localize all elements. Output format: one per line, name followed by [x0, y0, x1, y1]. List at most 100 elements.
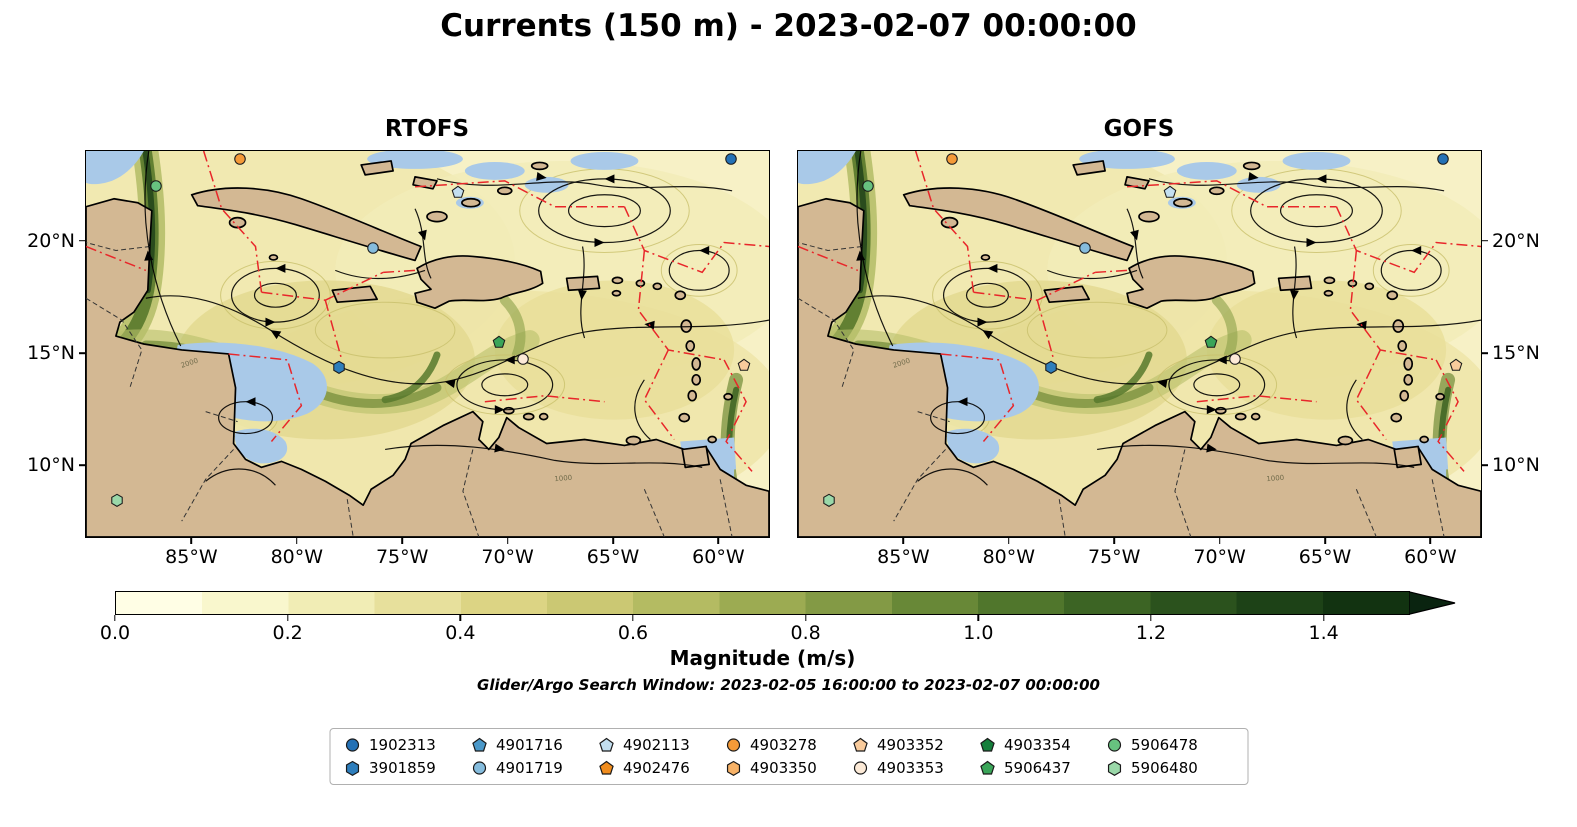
y-tick-mark — [79, 352, 86, 354]
y-tick-label-1: 15°N — [1492, 341, 1540, 364]
x-tick-label-4: 65°W — [1298, 546, 1352, 568]
legend-entry-5906437: 5906437 — [979, 759, 1106, 777]
circle-marker-icon — [517, 353, 529, 366]
x-tick-mark — [190, 537, 193, 544]
float-marker-4902113 — [1163, 185, 1177, 199]
colorbar-ticks: 0.0 0.2 0.4 0.6 0.8 1.0 1.2 1.4 — [100, 622, 1410, 648]
colorbar-tick-mark — [1322, 615, 1325, 621]
float-marker-4903352 — [1449, 358, 1463, 372]
circle-marker-icon — [725, 152, 738, 165]
colorbar-label: Magnitude (m/s) — [669, 646, 856, 670]
hexagon-marker-icon — [345, 760, 359, 776]
float-marker-1902313 — [724, 152, 738, 166]
legend-entry-label: 4903350 — [750, 759, 817, 777]
legend-entry-label: 3901859 — [369, 759, 436, 777]
pentagon-marker-icon — [451, 185, 465, 198]
depth-contour-label: 1000 — [1266, 474, 1284, 484]
search-window-note: Glider/Argo Search Window: 2023-02-05 16… — [477, 676, 1100, 694]
colorbar-tick-label-5: 1.0 — [963, 622, 994, 644]
float-marker-1902313 — [1436, 152, 1450, 166]
legend-entry-5906478: 5906478 — [1106, 736, 1233, 754]
circle-marker-icon — [1107, 738, 1121, 752]
legend-entry-4903352: 4903352 — [852, 736, 979, 754]
x-tick-mark — [1113, 537, 1115, 544]
map-graphic: 2000 1000 — [86, 151, 769, 537]
circle-marker-icon — [1079, 241, 1091, 254]
colorbar-tick-label-1: 0.2 — [272, 622, 303, 644]
x-tick-label-3: 70°W — [481, 546, 534, 568]
hexagon-marker-icon — [110, 494, 123, 508]
x-tick-mark — [296, 537, 298, 544]
y-tick-label-0: 20°N — [27, 229, 75, 252]
x-tick-label-0: 85°W — [877, 546, 930, 568]
colorbar-tick-mark — [286, 615, 289, 621]
y-tick-mark — [1481, 464, 1488, 466]
float-marker-4903278 — [233, 152, 247, 166]
colorbar-tick-label-2: 0.4 — [445, 622, 476, 644]
pentagon-marker-icon — [1163, 185, 1177, 198]
x-tick-mark — [401, 537, 403, 544]
legend-entry-4903350: 4903350 — [725, 759, 852, 777]
map-canvas-rtofs: 2000 1000 — [86, 151, 769, 537]
streamline-arrows — [144, 172, 710, 453]
x-tick-mark — [717, 537, 720, 544]
x-tick-label-0: 85°W — [165, 546, 218, 568]
legend-entry-label: 4903278 — [750, 736, 817, 754]
depth-contour-label: 1000 — [554, 474, 572, 484]
legend-entry-4903278: 4903278 — [725, 736, 852, 754]
circle-marker-icon — [149, 179, 162, 192]
colorbar-tick-mark — [804, 615, 807, 621]
pentagon-marker-icon — [979, 760, 995, 775]
y-tick-mark — [79, 239, 86, 242]
legend-entry-4903354: 4903354 — [979, 736, 1106, 754]
y-tick-label-1: 15°N — [27, 341, 75, 364]
y-tick-label-2: 10°N — [27, 454, 75, 477]
hexagon-marker-icon — [1107, 760, 1121, 776]
float-marker-5906437 — [492, 335, 506, 349]
colorbar-tick-mark — [114, 615, 116, 621]
colorbar-tick-label-4: 0.8 — [790, 622, 821, 644]
x-tick-mark — [612, 537, 614, 544]
hexagon-marker-icon — [822, 494, 835, 508]
float-marker-5906437 — [1204, 335, 1218, 349]
legend-entry-label: 4903354 — [1004, 736, 1071, 754]
float-marker-4903352 — [737, 358, 751, 372]
pentagon-marker-icon — [1204, 335, 1218, 348]
circle-marker-icon — [1229, 353, 1241, 366]
legend-entry-1902313: 1902313 — [344, 736, 471, 754]
legend-entry-4902476: 4902476 — [598, 759, 725, 777]
pentagon-marker-icon — [471, 737, 487, 752]
float-marker-5906478 — [861, 179, 875, 193]
legend-entry-4903353: 4903353 — [852, 759, 979, 777]
pentagon-marker-icon — [737, 358, 751, 371]
hexagon-marker-icon — [726, 760, 740, 776]
float-marker-3901859 — [1044, 360, 1058, 375]
figure-title: Currents (150 m) - 2023-02-07 00:00:00 — [440, 8, 1137, 44]
y-tick-mark — [79, 464, 86, 466]
legend-entry-label: 5906437 — [1004, 759, 1071, 777]
float-marker-layer — [86, 151, 769, 537]
streamline-arrows — [856, 172, 1422, 453]
float-marker-5906480 — [110, 493, 124, 508]
x-tick-label-1: 80°W — [982, 546, 1036, 568]
legend-entry-4901719: 4901719 — [471, 759, 598, 777]
legend-entry-label: 4902476 — [623, 759, 690, 777]
float-marker-4902113 — [451, 185, 465, 199]
landmasses — [86, 160, 769, 537]
legend-entry-label: 4903353 — [877, 759, 944, 777]
legend-row-1: 1902313 4901716 4902113 4903278 4903352 49033… — [344, 736, 1233, 754]
legend-entry-4901716: 4901716 — [471, 736, 598, 754]
x-tick-mark — [1324, 537, 1326, 544]
circle-marker-icon — [861, 179, 874, 192]
pentagon-marker-icon — [1449, 358, 1463, 371]
x-tick-label-2: 75°W — [1087, 546, 1141, 568]
maritime-boundaries — [798, 151, 1481, 472]
legend-entry-5906480: 5906480 — [1106, 759, 1233, 777]
colorbar-extend-arrow — [1409, 591, 1456, 615]
float-marker-5906480 — [822, 493, 836, 508]
float-legend: 1902313 4901716 4902113 4903278 4903352 49033… — [329, 728, 1248, 785]
colorbar-tick-mark — [459, 615, 462, 621]
circle-marker-icon — [945, 152, 958, 165]
landmasses — [798, 160, 1481, 537]
